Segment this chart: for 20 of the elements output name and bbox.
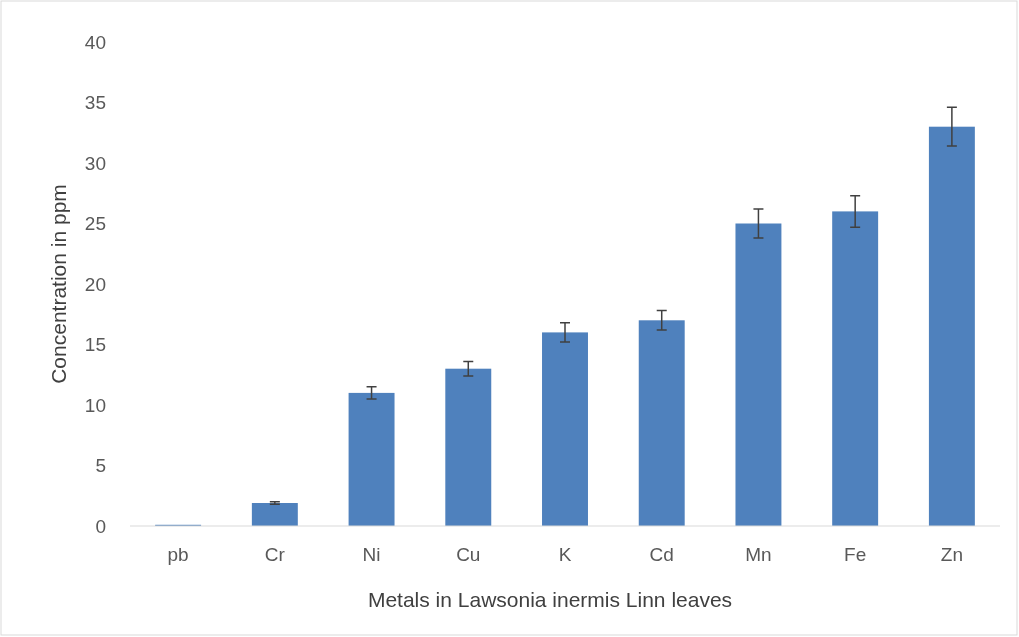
y-tick-label: 20 (84, 273, 106, 295)
y-tick-label: 10 (84, 394, 106, 416)
x-tick-label: Ni (362, 544, 381, 566)
x-tick-label: pb (167, 544, 189, 566)
y-tick-label: 40 (84, 31, 106, 53)
y-tick-label: 15 (84, 334, 106, 356)
x-tick-label: Cu (456, 544, 481, 566)
y-tick-label: 25 (84, 213, 106, 235)
x-tick-label: Mn (745, 544, 772, 566)
x-tick-label: K (558, 544, 572, 566)
y-tick-label: 35 (84, 92, 106, 114)
y-tick-label: 0 (95, 515, 106, 537)
x-tick-label: Cr (264, 544, 286, 566)
y-axis-title: Concentration in ppm (47, 184, 70, 384)
x-tick-label: Zn (940, 544, 963, 566)
x-tick-label: Fe (844, 544, 867, 566)
y-tick-label: 30 (84, 152, 106, 174)
y-tick-label: 5 (95, 455, 106, 477)
x-axis-title: Metals in Lawsonia inermis Linn leaves (367, 588, 733, 611)
x-tick-label: Cd (649, 544, 674, 566)
